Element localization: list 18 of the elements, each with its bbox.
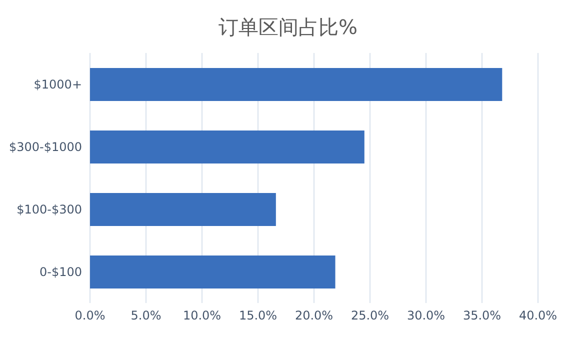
x-tick-label: 10.0% — [182, 308, 222, 323]
chart-title: 订单区间占比% — [217, 14, 358, 41]
y-tick-label: $100-$300 — [16, 202, 82, 217]
x-tick-label: 40.0% — [518, 308, 558, 323]
x-tick-label: 15.0% — [238, 308, 278, 323]
y-tick-label: 0-$100 — [39, 265, 82, 280]
x-tick-label: 5.0% — [130, 308, 162, 323]
y-tick-label: $300-$1000 — [8, 140, 82, 154]
bar — [90, 256, 336, 288]
y-tick-label: $1000+ — [34, 78, 82, 92]
bar — [90, 130, 364, 164]
x-tick-label: 30.0% — [406, 308, 446, 323]
x-tick-label: 20.0% — [294, 308, 334, 323]
x-tick-label: 0.0% — [74, 308, 106, 323]
bar — [90, 193, 276, 226]
bar — [90, 68, 502, 101]
x-tick-label: 25.0% — [350, 308, 390, 323]
x-tick-label: 35.0% — [462, 308, 502, 323]
